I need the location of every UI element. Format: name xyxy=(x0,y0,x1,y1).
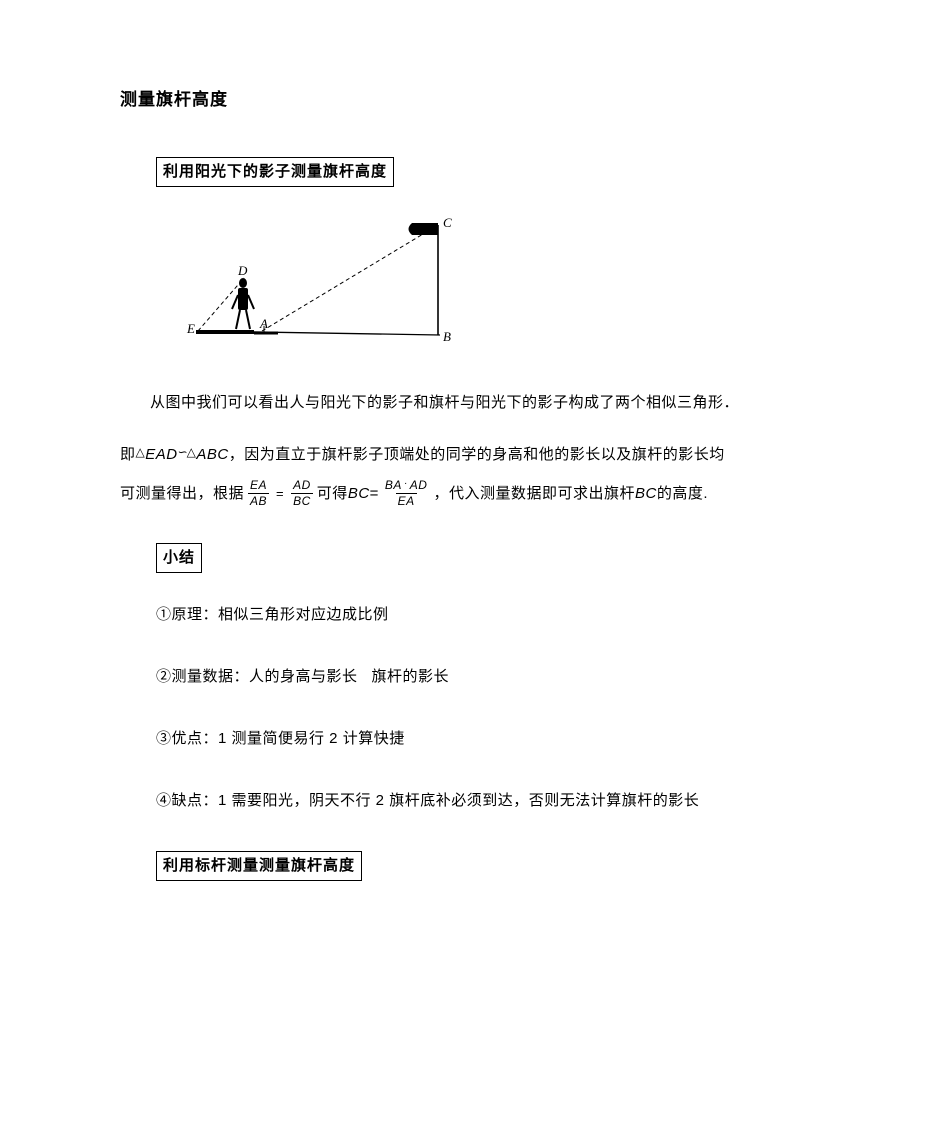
item2-a: ②测量数据：人的身高与影长 xyxy=(156,668,358,685)
section1-box: 利用阳光下的影子测量旗杆高度 xyxy=(156,157,394,187)
label-D: D xyxy=(237,263,248,278)
section2-box: 利用标杆测量测量旗杆高度 xyxy=(156,851,362,881)
p2-end: 的高度. xyxy=(657,474,708,513)
summary-item-4: ④缺点：1 需要阳光，阴天不行 2 旗杆底补必须到达，否则无法计算旗杆的影长 xyxy=(156,789,825,813)
label-B: B xyxy=(443,329,451,344)
p2-mid2: 可测量得出，根据 xyxy=(120,474,244,513)
p2-mid3: 可得 xyxy=(317,474,348,513)
page-title: 测量旗杆高度 xyxy=(120,86,825,113)
tri-ead: EAD xyxy=(145,435,177,474)
eq-2: = xyxy=(370,474,379,513)
section1-header: 利用阳光下的影子测量旗杆高度 xyxy=(156,157,825,187)
label-E: E xyxy=(186,321,195,336)
tri-abc: ABC xyxy=(196,435,228,474)
triangle-icon-2: △ xyxy=(187,437,197,468)
bc-1: BC xyxy=(348,474,370,513)
summary-header: 小结 xyxy=(156,543,825,573)
paragraph-2: 即 △ EAD ∽ △ ABC ，因为直立于旗杆影子顶端处的同学的身高和他的影长… xyxy=(120,435,825,513)
shadow-diagram: E D A B C xyxy=(180,213,825,361)
item2-b: 旗杆的影长 xyxy=(372,668,450,685)
section2-header: 利用标杆测量测量旗杆高度 xyxy=(156,851,825,881)
frac-ad-bc: AD BC xyxy=(291,479,313,508)
p2-mid1: ，因为直立于旗杆影子顶端处的同学的身高和他的影长以及旗杆的影长均 xyxy=(229,435,725,474)
triangle-icon: △ xyxy=(136,437,146,468)
eq-1: = xyxy=(276,477,284,511)
frac-baad-ea: BA·AD EA xyxy=(383,479,430,508)
label-C: C xyxy=(443,215,452,230)
summary-box: 小结 xyxy=(156,543,202,573)
summary-item-3: ③优点：1 测量简便易行 2 计算快捷 xyxy=(156,727,825,751)
bc-2: BC xyxy=(635,474,657,513)
p2-mid4: ，代入测量数据即可求出旗杆 xyxy=(433,474,635,513)
paragraph-1: 从图中我们可以看出人与阳光下的影子和旗杆与阳光下的影子构成了两个相似三角形． xyxy=(120,391,825,415)
p2-prefix: 即 xyxy=(120,435,136,474)
frac-ea-ab: EA AB xyxy=(248,479,269,508)
summary-item-2: ②测量数据：人的身高与影长旗杆的影长 xyxy=(156,665,825,689)
sim-icon: ∽ xyxy=(178,437,187,468)
summary-item-1: ①原理：相似三角形对应边成比例 xyxy=(156,603,825,627)
